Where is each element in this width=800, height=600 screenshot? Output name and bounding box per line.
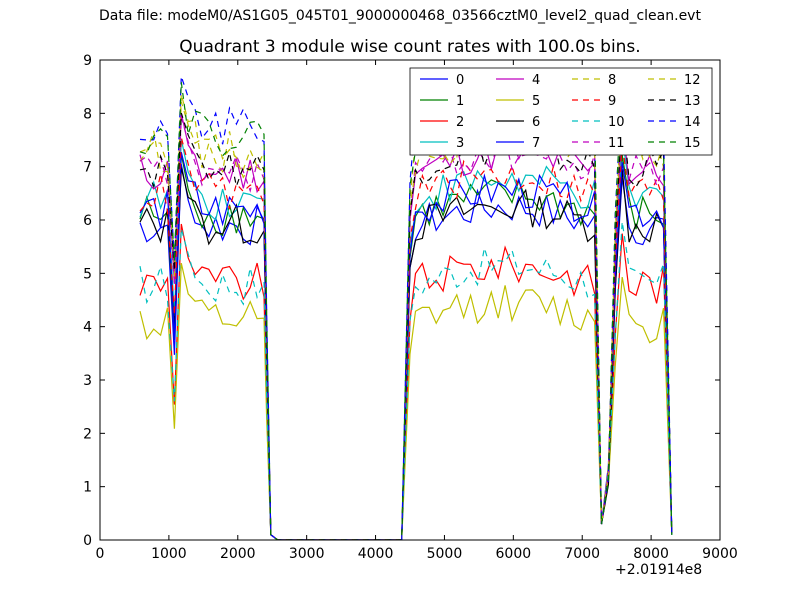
legend-label-3: 3 xyxy=(456,136,464,151)
series-line-9 xyxy=(139,137,673,540)
y-tick-label: 8 xyxy=(83,106,92,122)
series-layer xyxy=(139,75,673,540)
ticks-layer: 0 1000 2000 3000 4000 5000 6000 7000 8000 9000012… xyxy=(83,53,738,562)
legend-label-10: 10 xyxy=(608,115,625,130)
y-tick-label: 2 xyxy=(83,426,92,442)
x-tick-label: 3000 xyxy=(289,546,325,562)
chart-title: Quadrant 3 module wise count rates with … xyxy=(179,37,641,57)
y-tick-label: 7 xyxy=(83,160,92,176)
legend-label-14: 14 xyxy=(684,115,701,130)
x-tick-label: 6000 xyxy=(496,546,532,562)
x-tick-label: 8000 xyxy=(633,546,669,562)
legend-label-8: 8 xyxy=(608,73,616,88)
series-line-13 xyxy=(139,110,673,540)
x-tick-label: 7000 xyxy=(564,546,600,562)
x-tick-label: 1000 xyxy=(151,546,187,562)
figure-suptitle: Data file: modeM0/AS1G05_045T01_90000004… xyxy=(99,8,701,24)
y-tick-label: 1 xyxy=(83,480,92,496)
y-tick-label: 3 xyxy=(83,373,92,389)
series-line-4 xyxy=(139,113,673,540)
y-tick-label: 6 xyxy=(83,213,92,229)
legend-label-7: 7 xyxy=(532,136,540,151)
x-tick-label: 4000 xyxy=(358,546,394,562)
y-tick-label: 0 xyxy=(83,533,92,549)
legend-label-6: 6 xyxy=(532,115,540,130)
legend-label-9: 9 xyxy=(608,94,616,109)
legend-label-11: 11 xyxy=(608,136,625,151)
plot-frame xyxy=(99,59,721,541)
legend-label-5: 5 xyxy=(532,94,540,109)
x-tick-label: 5000 xyxy=(427,546,463,562)
legend-label-4: 4 xyxy=(532,73,540,88)
legend-label-2: 2 xyxy=(456,115,464,130)
legend-label-13: 13 xyxy=(684,94,701,109)
y-tick-label: 5 xyxy=(83,266,92,282)
legend-label-1: 1 xyxy=(456,94,464,109)
x-tick-label: 2000 xyxy=(220,546,256,562)
y-tick-label: 4 xyxy=(83,320,92,336)
y-tick-label: 9 xyxy=(83,53,92,69)
series-line-11 xyxy=(139,117,673,540)
x-axis-offset-label: +2.01914e8 xyxy=(615,562,703,578)
legend-label-0: 0 xyxy=(456,73,464,88)
legend-label-15: 15 xyxy=(684,136,701,151)
x-tick-label: 0 xyxy=(96,546,105,562)
legend-frame xyxy=(409,67,713,156)
x-tick-label: 9000 xyxy=(702,546,738,562)
legend-label-12: 12 xyxy=(684,73,701,88)
